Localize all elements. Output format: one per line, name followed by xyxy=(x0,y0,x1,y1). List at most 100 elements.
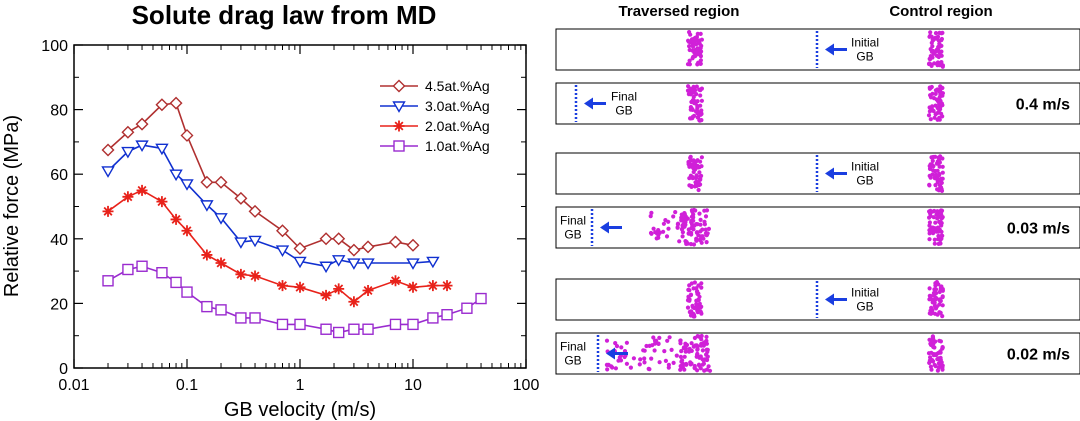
atom xyxy=(935,63,940,68)
data-point xyxy=(155,143,169,156)
atom xyxy=(656,341,661,346)
x-tick-label: 1 xyxy=(296,377,305,394)
atom xyxy=(605,367,610,372)
data-point xyxy=(333,283,345,295)
atom xyxy=(689,341,694,346)
data-point xyxy=(249,312,261,324)
atom xyxy=(677,239,682,244)
atom xyxy=(675,225,680,230)
atom xyxy=(687,298,692,303)
atom xyxy=(931,38,936,43)
atom xyxy=(707,368,713,373)
data-point xyxy=(135,117,149,131)
data-point xyxy=(407,281,419,293)
atom xyxy=(695,310,700,315)
data-point xyxy=(407,318,419,331)
atom xyxy=(699,118,704,123)
legend-marker xyxy=(392,101,406,113)
atom xyxy=(663,358,668,363)
atom xyxy=(700,357,705,362)
atom xyxy=(652,341,658,346)
atom xyxy=(699,333,704,339)
left-arrow-icon xyxy=(825,43,834,56)
atom xyxy=(684,361,689,367)
atom xyxy=(933,112,938,117)
atom xyxy=(937,177,942,182)
atom xyxy=(699,98,704,103)
atom xyxy=(930,209,935,214)
atom xyxy=(695,99,700,104)
atom xyxy=(937,164,942,169)
atom xyxy=(937,338,942,343)
series-2.0at.%Ag xyxy=(102,184,453,308)
legend-marker xyxy=(393,120,405,132)
atom xyxy=(699,337,704,342)
atom xyxy=(692,280,697,285)
atom xyxy=(619,345,624,350)
atom xyxy=(653,230,658,235)
atom xyxy=(687,62,692,67)
atom xyxy=(694,34,699,40)
atom xyxy=(622,354,627,360)
atom xyxy=(926,351,932,356)
series-3.0at.%Ag xyxy=(101,140,440,274)
atom xyxy=(927,237,932,242)
atom xyxy=(929,106,934,111)
atom xyxy=(700,227,705,232)
atom xyxy=(691,169,696,175)
data-point xyxy=(427,312,439,324)
atom xyxy=(647,343,652,348)
atom xyxy=(936,44,941,50)
data-point xyxy=(276,280,288,292)
data-point xyxy=(136,184,148,196)
atom xyxy=(674,353,679,358)
data-point xyxy=(214,175,228,189)
atom xyxy=(690,43,695,48)
atom xyxy=(938,241,943,246)
y-tick-label: 60 xyxy=(50,167,68,184)
atom xyxy=(613,366,618,371)
atom xyxy=(935,159,940,164)
atom xyxy=(933,154,938,159)
atom xyxy=(933,281,939,286)
atom xyxy=(616,358,621,363)
atom xyxy=(928,62,933,67)
atom xyxy=(695,334,700,339)
atom xyxy=(931,48,936,54)
data-point xyxy=(389,275,401,287)
atom xyxy=(694,42,699,47)
data-point xyxy=(201,249,213,261)
atom xyxy=(929,155,934,160)
atom xyxy=(699,164,704,169)
atom xyxy=(637,362,642,367)
data-point xyxy=(347,243,361,257)
chart-title: Solute drag law from MD xyxy=(132,0,437,30)
atom xyxy=(648,230,654,236)
atom xyxy=(930,310,935,315)
atom xyxy=(936,237,941,242)
data-point xyxy=(248,204,262,218)
y-tick-label: 20 xyxy=(50,296,68,313)
y-axis-label: Relative force (MPa) xyxy=(1,115,23,297)
atom xyxy=(690,176,695,181)
data-point xyxy=(102,205,114,217)
atom xyxy=(690,107,695,112)
sim-panel: Initial GB xyxy=(555,152,1080,195)
atom xyxy=(937,117,942,122)
data-point xyxy=(248,235,262,248)
atom xyxy=(687,183,692,188)
atom xyxy=(684,342,690,348)
sim-panel-frame xyxy=(555,82,1080,125)
data-point xyxy=(332,326,345,339)
atom xyxy=(662,349,667,354)
axes: 0.01 0.1 1 10 100 0 20 40 60 80 100 xyxy=(41,38,539,394)
data-point xyxy=(276,318,289,331)
atom xyxy=(687,29,692,35)
atom xyxy=(678,354,683,359)
atom xyxy=(666,226,671,231)
data-point xyxy=(102,275,114,287)
atom xyxy=(624,340,629,345)
atom xyxy=(928,117,933,122)
data-point xyxy=(156,267,168,279)
data-point xyxy=(320,323,332,335)
